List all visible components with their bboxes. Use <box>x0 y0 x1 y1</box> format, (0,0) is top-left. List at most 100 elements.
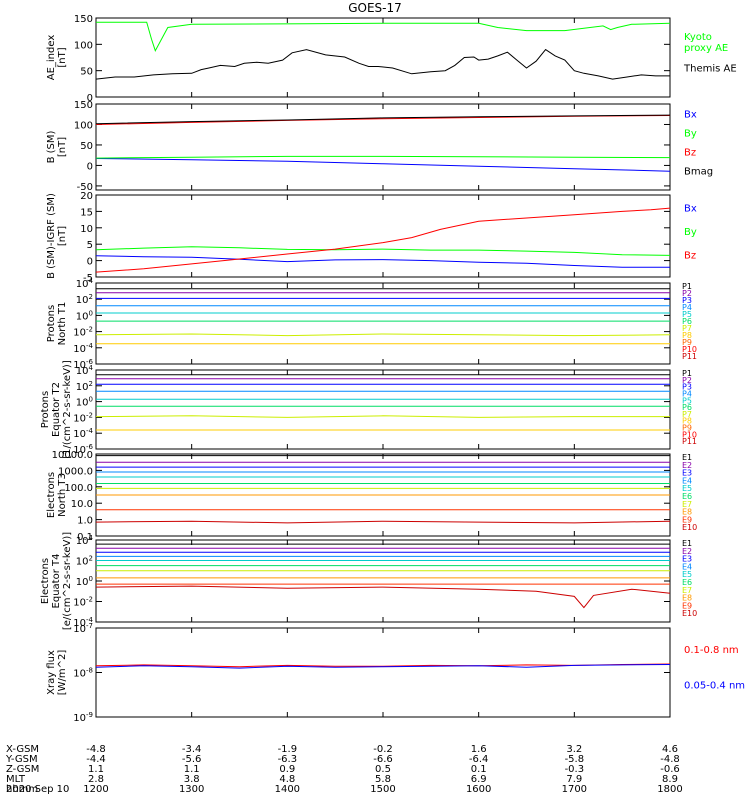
legend-label: E8 <box>682 508 692 517</box>
legend-label: proxy AE <box>684 43 728 54</box>
legend-label: P11 <box>682 352 697 361</box>
x-tick-label: 1600 <box>466 784 491 795</box>
series-line <box>95 664 671 669</box>
legend-label: P7 <box>682 324 692 333</box>
y-tick-label: 10-4 <box>73 427 93 440</box>
ephemeris-value: 1.6 <box>471 744 487 755</box>
legend-label: E6 <box>682 492 692 501</box>
y-tick-label: 1000.0 <box>58 466 93 477</box>
ephemeris-value: 3.8 <box>184 774 200 785</box>
y-tick-label: 10-9 <box>73 711 93 724</box>
figure-title: GOES-17 <box>348 1 402 15</box>
panel-frame <box>95 17 671 98</box>
legend-label: P9 <box>682 424 692 433</box>
legend-label: P4 <box>682 389 692 398</box>
legend-label: E6 <box>682 578 692 587</box>
y-tick-label: 10-7 <box>73 622 93 635</box>
legend-label: P10 <box>682 345 697 354</box>
y-tick-label: 10.0 <box>71 499 93 510</box>
legend-label: E7 <box>682 586 692 595</box>
ephemeris-value: -3.4 <box>182 744 202 755</box>
legend-label: P1 <box>682 369 692 378</box>
legend-label: P1 <box>682 282 692 291</box>
legend-label: E10 <box>682 523 697 532</box>
y-tick-label: 20 <box>80 191 93 202</box>
y-tick-label: 104 <box>76 364 94 377</box>
series-line <box>95 415 670 418</box>
y-tick-label: 10-4 <box>73 342 93 355</box>
y-tick-label: 0 <box>87 161 93 172</box>
series-line <box>95 48 670 80</box>
legend-label: P7 <box>682 410 692 419</box>
legend-label: 0.1-0.8 nm <box>684 645 739 656</box>
legend-label: By <box>684 227 697 238</box>
y-tick-label: 0 <box>87 93 93 104</box>
ephemeris-value: 5.8 <box>375 774 391 785</box>
ephemeris-value: -0.2 <box>373 744 393 755</box>
legend-label: E7 <box>682 500 692 509</box>
ephemeris-row-label: Z-GSM <box>6 764 39 775</box>
y-tick-label: 1.0 <box>77 516 93 527</box>
legend-label: P6 <box>682 317 692 326</box>
legend-label: P10 <box>682 430 697 439</box>
y-tick-label: 104 <box>76 534 94 547</box>
ephemeris-value: -0.6 <box>660 764 680 775</box>
legend-label: E3 <box>682 469 692 478</box>
ephemeris-value: 3.2 <box>566 744 582 755</box>
panel-frame <box>95 282 671 365</box>
y-tick-label: 10-8 <box>73 667 93 680</box>
y-tick-label: 10000.0 <box>52 450 93 461</box>
series-line <box>95 155 671 159</box>
legend-label: Bmag <box>684 167 713 178</box>
legend-label: P5 <box>682 310 692 319</box>
legend-label: P4 <box>682 303 692 312</box>
legend-label: E5 <box>682 484 692 493</box>
y-axis-label: ElectronsEquator T4[e/(cm^2-s-sr-keV)] <box>40 532 73 630</box>
legend-label: E9 <box>682 515 692 524</box>
ephemeris-row-label: MLT <box>6 774 26 785</box>
ephemeris-value: -0.3 <box>565 764 585 775</box>
y-tick-label: 150 <box>74 14 93 25</box>
ephemeris-row-label: X-GSM <box>6 744 39 755</box>
legend-label: E3 <box>682 555 692 564</box>
y-tick-label: 100 <box>76 575 93 588</box>
y-tick-label: 102 <box>76 555 93 568</box>
legend-label: Bz <box>684 250 696 261</box>
legend-label: E5 <box>682 570 692 579</box>
ephemeris-value: 0.5 <box>375 764 391 775</box>
y-tick-label: 0.1 <box>77 532 93 543</box>
y-tick-label: 104 <box>76 277 94 290</box>
legend-label: Bx <box>684 109 697 120</box>
ephemeris-value: 1.1 <box>184 764 200 775</box>
y-tick-label: 100 <box>74 40 93 51</box>
series-line <box>95 255 670 268</box>
series-line <box>95 207 671 273</box>
y-tick-label: 100 <box>74 120 93 131</box>
legend-label: E8 <box>682 594 692 603</box>
y-tick-label: 5 <box>87 240 93 251</box>
legend-label: E2 <box>682 547 692 556</box>
y-tick-label: 102 <box>76 293 93 306</box>
y-tick-label: 10 <box>80 224 93 235</box>
ephemeris-row-label: hhmm <box>6 784 38 795</box>
legend-label: P6 <box>682 403 692 412</box>
legend-label: P3 <box>682 383 692 392</box>
x-tick-label: 1700 <box>562 784 587 795</box>
ephemeris-value: -4.8 <box>86 744 106 755</box>
legend-label: P11 <box>682 437 697 446</box>
y-tick-label: 0 <box>87 257 93 268</box>
legend-label: E9 <box>682 601 692 610</box>
series-line <box>95 246 671 256</box>
ephemeris-value: -6.4 <box>469 754 489 765</box>
y-axis-label: B (SM)-IGRF (SM)[nT] <box>46 193 68 279</box>
ephemeris-value: -4.4 <box>86 754 106 765</box>
legend-label: P3 <box>682 296 692 305</box>
y-tick-label: 100 <box>76 396 93 409</box>
y-axis-label: ProtonsEquator T2[1/(cm^2-s-sr-keV)] <box>40 360 73 459</box>
series-line <box>95 520 671 524</box>
y-tick-label: 15 <box>80 207 93 218</box>
legend-label: Kyoto <box>684 32 712 43</box>
y-tick-label: 10-4 <box>73 616 93 629</box>
y-tick-label: 100 <box>76 309 93 322</box>
